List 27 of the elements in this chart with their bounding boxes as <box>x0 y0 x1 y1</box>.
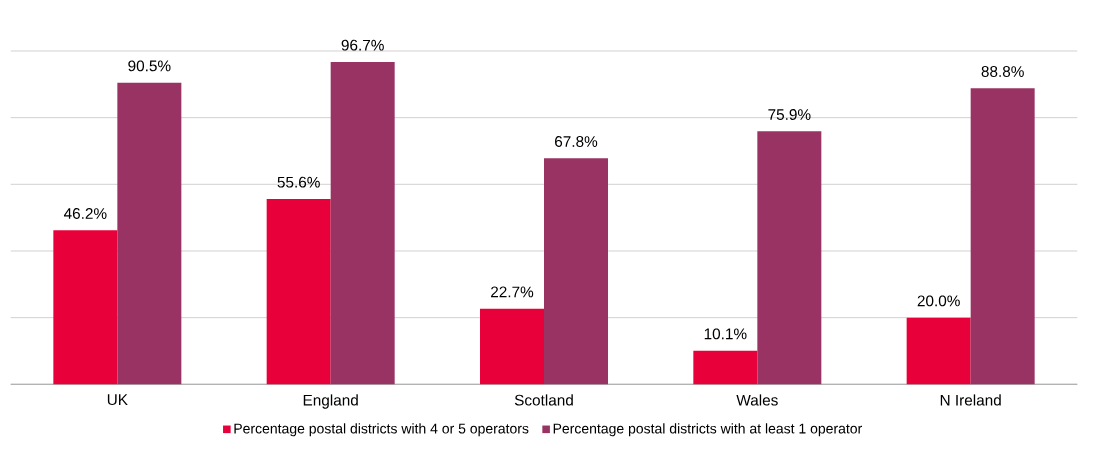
data-label: 90.5% <box>128 60 171 72</box>
x-tick-label: Wales <box>736 394 778 406</box>
bar <box>480 308 544 385</box>
bar <box>693 350 758 385</box>
data-label: 96.7% <box>341 39 384 51</box>
bar <box>757 131 822 385</box>
x-tick-label: UK <box>107 394 128 406</box>
x-tick-label: Scotland <box>514 394 573 406</box>
legend-label: Percentage postal districts with at least 1 operator <box>553 423 863 437</box>
data-label: 88.8% <box>981 66 1024 77</box>
x-tick-label: N Ireland <box>940 394 1001 406</box>
legend-label: Percentage postal districts with 4 or 5 operators <box>234 423 529 437</box>
x-tick-label: England <box>303 394 358 409</box>
data-label: 75.9% <box>768 109 811 120</box>
bar <box>544 158 609 385</box>
bar <box>970 88 1035 385</box>
data-label: 55.6% <box>277 176 320 188</box>
bar <box>53 230 118 385</box>
data-label: 46.2% <box>63 208 107 219</box>
bar <box>266 198 331 385</box>
data-label: 67.8% <box>555 136 598 147</box>
data-label: 10.1% <box>704 328 747 340</box>
data-label: 20.0% <box>917 295 960 307</box>
bar <box>906 317 971 385</box>
data-label: 22.7% <box>491 286 534 298</box>
bar <box>117 82 182 385</box>
bar <box>330 61 395 385</box>
